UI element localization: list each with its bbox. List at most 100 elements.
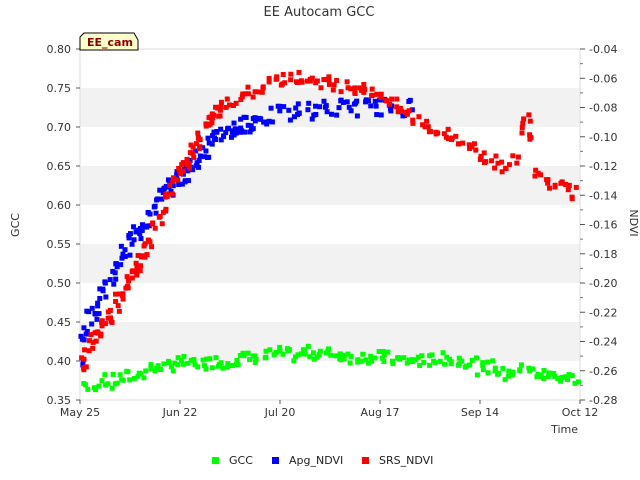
data-point [532, 173, 538, 179]
data-point [460, 140, 466, 146]
data-point [372, 98, 378, 104]
data-point [100, 288, 106, 294]
data-point [337, 351, 343, 357]
data-point [257, 115, 263, 121]
data-point [81, 325, 87, 331]
data-point [401, 112, 407, 118]
data-point [122, 254, 128, 260]
data-point [237, 352, 243, 358]
legend-label: SRS_NDVI [379, 454, 433, 467]
data-point [223, 104, 229, 110]
data-point [530, 366, 536, 372]
data-point [195, 130, 201, 136]
data-point [107, 277, 113, 283]
data-point [190, 151, 196, 157]
data-point [384, 98, 390, 104]
data-point [421, 359, 427, 365]
data-point [225, 361, 231, 367]
data-point [425, 124, 431, 130]
data-point [515, 154, 521, 160]
data-point [304, 78, 310, 84]
data-point [346, 104, 352, 110]
data-point [144, 252, 150, 258]
data-point [293, 105, 299, 111]
data-point [209, 141, 215, 147]
data-point [92, 330, 98, 336]
data-point [209, 111, 215, 117]
data-point [527, 118, 533, 124]
data-point [139, 227, 145, 233]
data-point [551, 370, 557, 376]
data-point [473, 355, 479, 361]
data-point [347, 360, 353, 366]
data-point [233, 130, 239, 136]
data-point [419, 353, 425, 359]
data-point [161, 361, 167, 367]
y2-tick-label: -0.22 [589, 306, 617, 319]
data-point [152, 225, 158, 231]
data-point [113, 298, 119, 304]
data-point [359, 358, 365, 364]
data-point [397, 105, 403, 111]
data-point [427, 362, 433, 368]
data-point [373, 103, 379, 109]
data-point [410, 117, 416, 123]
data-point [266, 79, 272, 85]
data-point [175, 362, 181, 368]
data-point [92, 310, 98, 316]
data-point [378, 94, 384, 100]
data-point [390, 361, 396, 367]
y-tick-label: 0.55 [47, 238, 72, 251]
data-point [500, 366, 506, 372]
data-point [485, 359, 491, 365]
data-point [186, 165, 192, 171]
data-point [406, 98, 412, 104]
data-point [435, 130, 441, 136]
y-tick-label: 0.45 [47, 316, 72, 329]
data-point [195, 135, 201, 141]
data-point [369, 358, 375, 364]
data-point [569, 373, 575, 379]
data-point [264, 121, 270, 127]
data-point [242, 129, 248, 135]
data-point [96, 383, 102, 389]
data-point [440, 350, 446, 356]
data-point [133, 260, 139, 266]
data-point [233, 100, 239, 106]
data-point [466, 142, 472, 148]
data-point [238, 96, 244, 102]
y2-tick-label: -0.16 [589, 219, 617, 232]
data-point [306, 100, 312, 106]
data-point [473, 147, 479, 153]
data-point [83, 331, 89, 337]
data-point [191, 154, 197, 160]
data-point [295, 101, 301, 107]
x-axis-title: Time [550, 423, 578, 436]
data-point [174, 169, 180, 175]
data-point [398, 108, 404, 114]
data-point [155, 363, 161, 369]
data-point [131, 224, 137, 230]
data-point [146, 223, 152, 229]
data-point [314, 78, 320, 84]
y-tick-label: 0.65 [47, 160, 72, 173]
data-point [159, 221, 165, 227]
data-point [307, 78, 313, 84]
data-point [127, 252, 133, 258]
data-point [381, 358, 387, 364]
series-srs_ndvi [79, 69, 579, 373]
data-point [203, 366, 209, 372]
data-point [428, 129, 434, 135]
data-point [195, 364, 201, 370]
data-point [178, 357, 184, 363]
data-point [506, 373, 512, 379]
data-point [134, 265, 140, 271]
y2-tick-label: -0.18 [589, 248, 617, 261]
x-tick-label: Oct 12 [562, 406, 599, 419]
data-point [499, 169, 505, 175]
data-point [185, 168, 191, 174]
data-point [203, 356, 209, 362]
grid-band [80, 244, 580, 283]
data-point [85, 386, 91, 392]
